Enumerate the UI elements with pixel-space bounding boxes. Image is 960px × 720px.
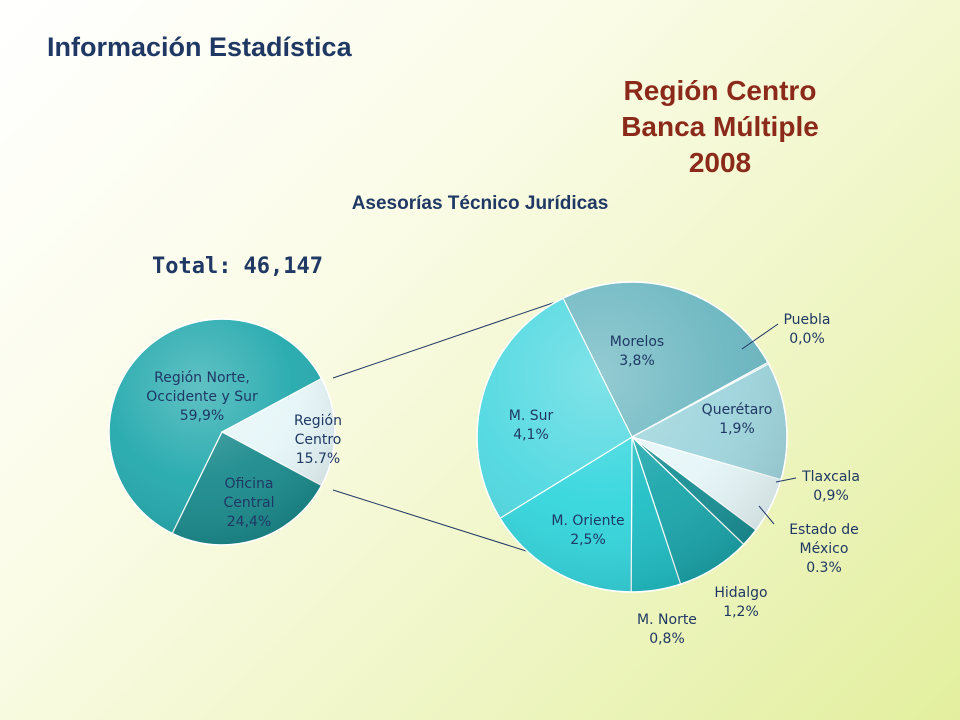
chart-subtitle: Asesorías Técnico Jurídicas — [351, 193, 609, 214]
centro-label-estado-de-mexico: Estado de México 0.3% — [789, 522, 859, 576]
total-row: Total: 46,147 — [152, 254, 323, 279]
total-label: Total: — [152, 254, 232, 279]
leader-line-tlaxcala — [775, 477, 797, 483]
leader-line-puebla — [741, 323, 779, 350]
centro-label-hidalgo: Hidalgo 1,2% — [714, 585, 767, 620]
centro-label-m-norte: M. Norte 0,8% — [637, 612, 697, 647]
leader-line-estado-de-mexico — [758, 505, 775, 525]
leader-lines — [741, 323, 797, 525]
overview-label-oficina-central: Oficina Central 24,4% — [224, 476, 275, 530]
centro-label-tlaxcala: Tlaxcala 0,9% — [801, 469, 860, 504]
chart-title-line-1: Región Centro — [623, 75, 817, 106]
total-value: 46,147 — [243, 254, 323, 279]
slice-labels: Región Norte, Occidente y Sur 59,9% Región C… — [146, 312, 860, 647]
centro-label-m-sur: M. Sur 4,1% — [509, 408, 554, 443]
page-title: Información Estadística — [47, 32, 352, 62]
overview-label-region-centro: Región Centro 15.7% — [294, 413, 342, 467]
centro-label-queretaro: Querétaro 1,9% — [702, 402, 773, 437]
chart-title-line-3: 2008 — [688, 147, 752, 178]
centro-label-m-oriente: M. Oriente 2,5% — [551, 513, 624, 548]
centro-label-puebla: Puebla 0,0% — [783, 312, 830, 347]
chart-title-line-2: Banca Múltiple — [621, 111, 819, 142]
overview-label-region-norte-occidente-y-sur: Región Norte, Occidente y Sur 59,9% — [146, 370, 258, 424]
chart-title: Región Centro Banca Múltiple 2008 — [560, 73, 880, 181]
centro-label-morelos: Morelos 3,8% — [610, 334, 664, 369]
